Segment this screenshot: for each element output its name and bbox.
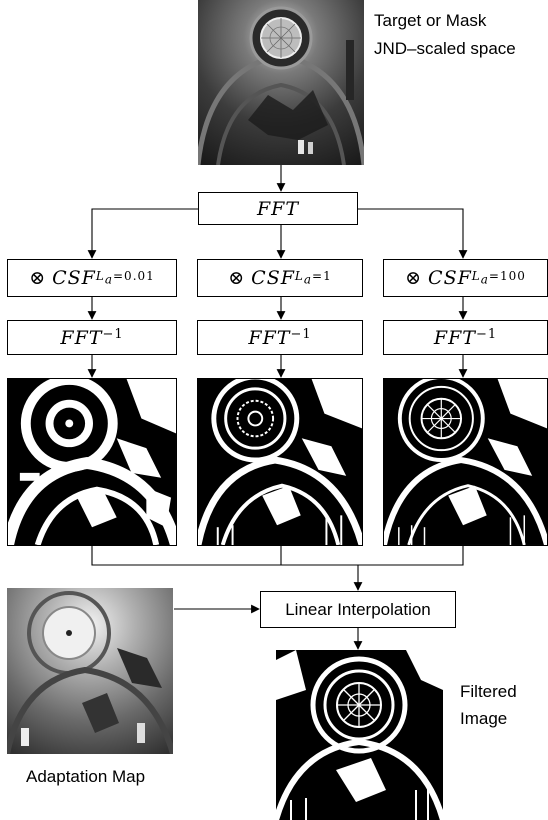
filtered-band-image-mid — [197, 378, 363, 546]
adaptation-map-image — [7, 588, 173, 754]
fft-node: FFT — [198, 192, 358, 225]
csf-name: CSF — [428, 267, 472, 289]
ifft-name: FFT — [248, 326, 291, 349]
csf-sub-eq: =0.01 — [113, 269, 155, 284]
ifft-name: FFT — [60, 326, 103, 349]
fft-label: FFT — [256, 197, 300, 220]
filtered-band-image-low — [7, 378, 177, 546]
linear-interpolation-node: Linear Interpolation — [260, 591, 456, 628]
csf-sub-var: L — [471, 269, 481, 284]
arrow-fft-to-csf-low — [87, 208, 198, 259]
csf-sub-var-sub: a — [303, 272, 313, 287]
filtered-band-image-high — [383, 378, 548, 546]
ifft-name: FFT — [433, 326, 476, 349]
csf-node-mid: ⊗ CSF La=1 — [197, 259, 363, 297]
convolution-symbol: ⊗ — [29, 267, 47, 289]
band-mid-art — [198, 379, 362, 545]
band-low-art — [8, 379, 176, 545]
linear-interpolation-label: Linear Interpolation — [285, 599, 431, 619]
filtered-output-image — [276, 650, 443, 820]
csf-sub-eq: =1 — [312, 269, 332, 284]
ifft-node-mid: FFT −1 — [197, 320, 363, 355]
csf-name: CSF — [52, 267, 96, 289]
band-high-art — [384, 379, 547, 545]
csf-sub-var-sub: a — [480, 272, 489, 287]
merge-line-bands — [91, 546, 464, 566]
convolution-symbol: ⊗ — [228, 267, 246, 289]
csf-node-high: ⊗ CSF La=100 — [383, 259, 548, 297]
ifft-node-low: FFT −1 — [7, 320, 177, 355]
input-caption-line2: JND–scaled space — [374, 39, 516, 58]
input-caption-line1: Target or Mask — [374, 11, 487, 30]
convolution-symbol: ⊗ — [405, 267, 423, 289]
arrow-fft-to-csf-high — [358, 208, 468, 259]
input-image — [198, 0, 364, 165]
adaptation-map-art — [7, 588, 173, 754]
csf-node-low: ⊗ CSF La=0.01 — [7, 259, 177, 297]
csf-sub-eq: =100 — [488, 269, 526, 284]
output-caption-line2: Image — [460, 709, 508, 728]
ifft-node-high: FFT −1 — [383, 320, 548, 355]
csf-sub-var: L — [95, 269, 105, 284]
adaptation-map-caption: Adaptation Map — [26, 767, 146, 786]
output-caption-line1: Filtered — [460, 682, 517, 701]
input-image-art — [198, 0, 364, 165]
csf-sub-var-sub: a — [104, 272, 113, 287]
csf-sub-var: L — [294, 269, 304, 284]
output-image-art — [276, 650, 443, 820]
csf-name: CSF — [251, 267, 295, 289]
